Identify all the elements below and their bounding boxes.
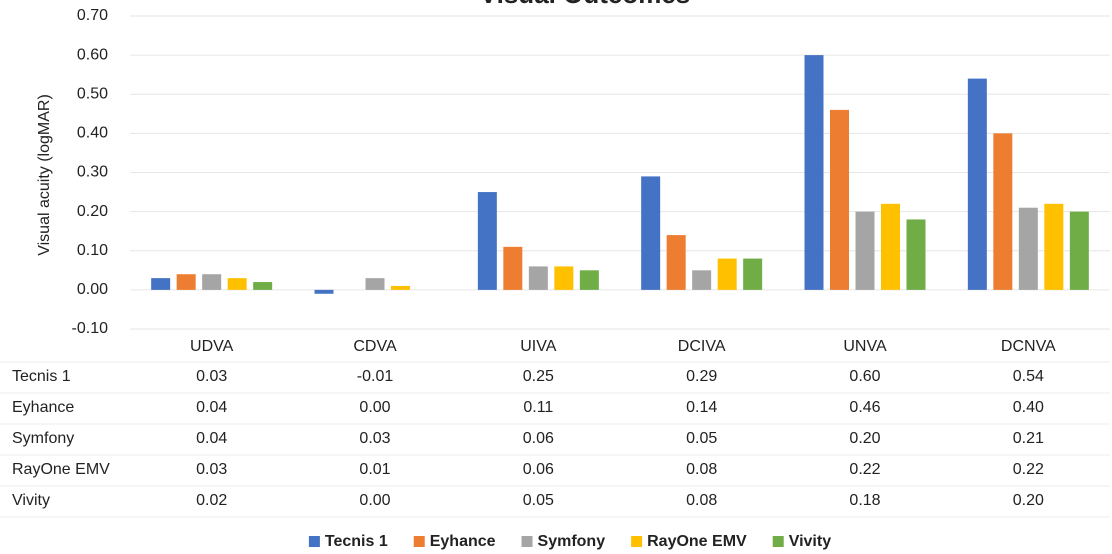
table-cell: 0.18	[849, 492, 880, 509]
bar	[365, 278, 385, 290]
legend-label: Vivity	[789, 533, 832, 550]
legend-swatch	[772, 536, 784, 547]
table-cell: 0.03	[196, 368, 227, 385]
table-cell: 0.60	[849, 368, 880, 385]
bar	[830, 109, 849, 290]
bar	[579, 270, 599, 290]
table-cell: 0.06	[523, 461, 554, 478]
bar	[666, 235, 686, 290]
bar	[503, 246, 523, 290]
bar	[528, 266, 548, 290]
y-tick-label: 0.60	[77, 46, 108, 63]
legend-label: Eyhance	[430, 533, 496, 550]
bar	[967, 78, 987, 290]
table-row-label: RayOne EMV	[12, 461, 110, 478]
y-axis-title: Visual acuity (logMAR)	[36, 94, 53, 256]
table-cell: -0.01	[357, 368, 394, 385]
bar	[151, 278, 171, 290]
y-tick-label: 0.50	[77, 85, 108, 102]
bar	[314, 289, 334, 294]
legend-swatch	[413, 536, 425, 547]
chart-title: Visual Outcomes	[480, 0, 691, 9]
y-tick-label: 0.10	[77, 242, 108, 259]
legend-label: RayOne EMV	[647, 533, 747, 550]
table-cell: 0.08	[686, 461, 717, 478]
bar	[804, 55, 824, 290]
table-cell: 0.04	[196, 430, 227, 447]
bar	[743, 258, 763, 290]
bar	[855, 211, 875, 290]
legend-label: Tecnis 1	[325, 533, 388, 550]
bar	[881, 203, 900, 290]
table-cell: 0.05	[686, 430, 717, 447]
table-cell: 0.22	[1013, 461, 1044, 478]
y-tick-label: 0.20	[77, 203, 108, 220]
bar	[176, 274, 196, 290]
bar	[554, 266, 574, 290]
bar	[202, 274, 222, 290]
table-cell: 0.08	[686, 492, 717, 509]
y-tick-label: 0.00	[77, 281, 108, 298]
table-cell: 0.14	[686, 399, 717, 416]
table-cell: 0.00	[359, 492, 390, 509]
x-tick-label: CDVA	[353, 338, 397, 355]
bar	[391, 285, 410, 290]
table-cell: 0.03	[359, 430, 390, 447]
y-tick-label: -0.10	[72, 320, 109, 337]
bar	[1069, 211, 1089, 290]
table-cell: 0.54	[1013, 368, 1044, 385]
table-cell: 0.02	[196, 492, 227, 509]
table-cell: 0.03	[196, 461, 227, 478]
legend-swatch	[631, 536, 643, 547]
bar	[477, 192, 497, 290]
legend-swatch	[521, 536, 533, 547]
table-cell: 0.22	[849, 461, 880, 478]
table-cell: 0.11	[523, 399, 553, 416]
bar	[906, 219, 926, 290]
table-row-label: Eyhance	[12, 399, 74, 416]
bar	[1044, 203, 1064, 290]
table-row-label: Vivity	[12, 492, 50, 509]
table-cell: 0.20	[1013, 492, 1044, 509]
x-tick-label: DCNVA	[1001, 338, 1056, 355]
table-cell: 0.21	[1013, 430, 1044, 447]
table-cell: 0.20	[849, 430, 880, 447]
table-cell: 0.01	[359, 461, 390, 478]
table-cell: 0.00	[359, 399, 390, 416]
table-cell: 0.29	[686, 368, 717, 385]
bar	[253, 282, 273, 290]
table-cell: 0.25	[523, 368, 554, 385]
table-cell: 0.40	[1013, 399, 1044, 416]
y-tick-label: 0.70	[77, 7, 108, 24]
x-tick-label: UIVA	[520, 338, 556, 355]
x-tick-label: UNVA	[843, 338, 887, 355]
bar	[227, 278, 247, 290]
bar	[1018, 207, 1038, 290]
legend-swatch	[308, 536, 320, 547]
table-cell: 0.46	[849, 399, 880, 416]
x-tick-label: UDVA	[190, 338, 234, 355]
bar	[717, 258, 737, 290]
table-cell: 0.05	[523, 492, 554, 509]
y-tick-label: 0.30	[77, 164, 108, 181]
x-tick-label: DCIVA	[678, 338, 726, 355]
bar	[692, 270, 712, 290]
bar	[641, 176, 661, 290]
bar	[993, 133, 1013, 290]
y-tick-label: 0.40	[77, 125, 108, 142]
table-cell: 0.06	[523, 430, 554, 447]
table-cell: 0.04	[196, 399, 227, 416]
table-row-label: Tecnis 1	[12, 368, 71, 385]
table-row-label: Symfony	[12, 430, 74, 447]
legend-label: Symfony	[538, 533, 606, 550]
